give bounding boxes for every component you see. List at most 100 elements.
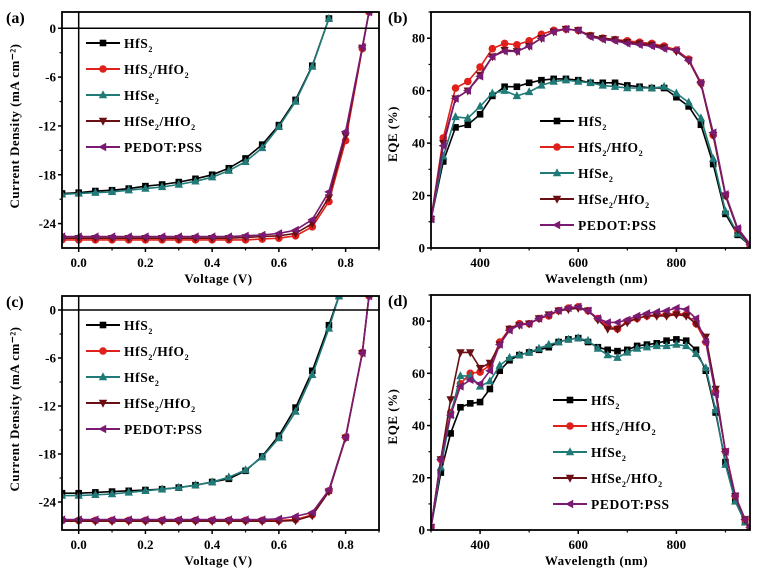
data-point <box>140 232 149 241</box>
data-point <box>593 343 603 352</box>
legend-marker <box>553 117 561 125</box>
data-point <box>701 337 710 347</box>
legend-item: HfSe2/HfO2 <box>553 471 662 489</box>
data-point <box>647 83 657 92</box>
data-point <box>240 515 249 524</box>
data-point <box>613 325 622 334</box>
data-point <box>682 312 691 321</box>
legend-marker <box>98 142 107 152</box>
legend-marker <box>565 474 575 483</box>
legend-item: HfSe2/HfO2 <box>86 396 195 414</box>
data-point <box>123 232 132 241</box>
data-point <box>564 334 573 343</box>
data-point <box>659 81 669 90</box>
x-axis-label: Voltage (V) <box>184 553 252 568</box>
y-tick-label: 20 <box>412 188 425 203</box>
data-point <box>357 42 366 52</box>
data-point <box>524 41 533 51</box>
data-point <box>708 128 717 137</box>
data-point <box>642 309 651 318</box>
y-tick-label: 60 <box>412 366 425 381</box>
y-tick-label: -18 <box>39 167 57 182</box>
data-point <box>583 306 592 315</box>
data-point <box>662 341 671 350</box>
x-tick-label: 0.4 <box>204 255 221 270</box>
data-point <box>708 154 718 163</box>
data-point <box>534 343 544 352</box>
data-point <box>224 515 233 524</box>
data-point <box>663 337 670 344</box>
data-point <box>290 512 299 521</box>
data-point <box>583 335 593 344</box>
data-point <box>682 341 691 350</box>
data-point <box>438 141 447 150</box>
y-tick-label: 20 <box>412 470 425 485</box>
legend-item: HfSe2 <box>86 370 159 388</box>
data-point <box>123 515 132 524</box>
data-point <box>241 156 250 165</box>
x-tick-label: 0.8 <box>338 255 355 270</box>
data-point <box>634 40 643 49</box>
legend-item: HfS2/HfO2 <box>540 140 643 158</box>
data-point <box>610 36 619 46</box>
data-point <box>291 406 300 415</box>
series-line-hfs2-hfo2 <box>62 296 370 522</box>
legend-label: HfS2/HfO2 <box>578 140 643 158</box>
data-point <box>632 311 641 321</box>
data-point <box>623 83 632 92</box>
data-point <box>274 229 283 238</box>
data-point <box>515 350 524 359</box>
data-point <box>513 40 521 49</box>
legend-label: PEDOT:PSS <box>591 497 670 512</box>
y-axis-label: EQE (%) <box>385 106 400 162</box>
series-line-hfse2-hfo2 <box>431 28 750 246</box>
data-point <box>91 490 100 498</box>
data-point <box>450 94 459 103</box>
legend-marker <box>99 321 107 329</box>
data-point <box>586 78 595 86</box>
legend-marker <box>98 372 108 381</box>
data-point <box>701 363 711 372</box>
y-axis-label: Current Density (mA cm⁻²) <box>7 44 22 209</box>
data-point <box>512 91 522 100</box>
data-point <box>573 26 582 35</box>
data-point <box>107 515 116 524</box>
legend-marker <box>98 424 107 434</box>
data-point <box>671 45 680 55</box>
data-point <box>487 52 496 61</box>
data-point <box>207 232 216 241</box>
data-point <box>672 88 681 97</box>
series-line-hfse2-hfo2 <box>62 296 370 523</box>
data-point <box>642 342 652 351</box>
data-point <box>613 352 622 361</box>
legend-item: PEDOT:PSS <box>86 422 202 437</box>
x-axis-label: Wavelength (nm) <box>545 553 648 568</box>
legend: HfS2 HfS2/HfO2 HfSe2 HfSe2/HfO2 PEDOT:PSS <box>540 114 656 233</box>
legend-label: HfS2/HfO2 <box>591 419 656 437</box>
data-point <box>324 323 334 332</box>
data-point <box>635 83 644 92</box>
legend-item: PEDOT:PSS <box>553 497 670 512</box>
data-point <box>90 232 99 241</box>
data-point <box>499 47 508 56</box>
data-point <box>141 486 150 494</box>
legend-label: HfS2/HfO2 <box>124 62 189 80</box>
x-tick-label: 0.4 <box>204 537 221 552</box>
data-point <box>671 303 680 313</box>
data-point <box>710 390 719 399</box>
data-point <box>308 61 317 70</box>
data-point <box>500 39 509 48</box>
data-point <box>173 232 182 241</box>
data-point <box>324 485 333 495</box>
legend-label: HfSe2/HfO2 <box>124 114 196 132</box>
legend-marker <box>566 422 574 430</box>
legend-item: HfS2/HfO2 <box>553 419 656 437</box>
data-point <box>485 376 495 385</box>
data-point <box>683 56 692 65</box>
data-point <box>684 97 693 106</box>
data-point <box>685 103 692 110</box>
data-point <box>475 101 485 110</box>
data-point <box>486 385 494 393</box>
data-point <box>257 515 266 524</box>
